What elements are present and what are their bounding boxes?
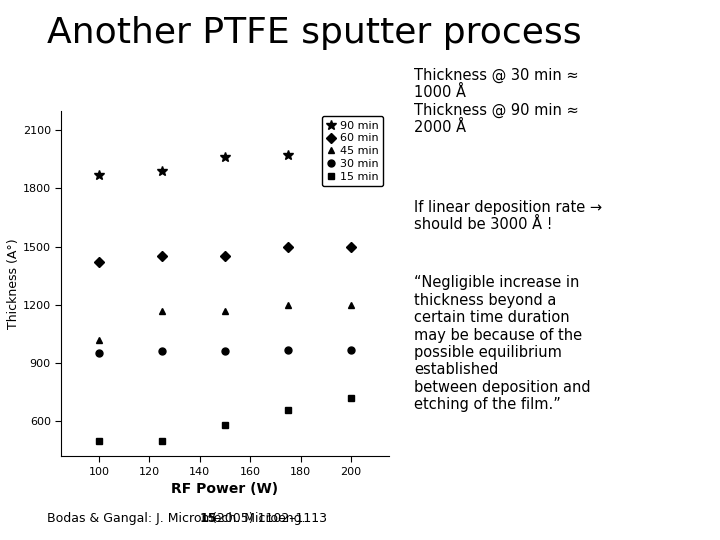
Line: 90 min: 90 min: [94, 125, 356, 180]
Text: 15: 15: [199, 512, 217, 525]
45 min: [95, 336, 104, 343]
Text: “Negligible increase in
thickness beyond a
certain time duration
may be because : “Negligible increase in thickness beyond…: [414, 275, 590, 412]
15 min: [221, 422, 230, 428]
Line: 30 min: 30 min: [96, 346, 354, 357]
Text: Thickness @ 30 min ≈
1000 Å
Thickness @ 90 min ≈
2000 Å: Thickness @ 30 min ≈ 1000 Å Thickness @ …: [414, 68, 579, 135]
15 min: [347, 395, 356, 401]
Legend: 90 min, 60 min, 45 min, 30 min, 15 min: 90 min, 60 min, 45 min, 30 min, 15 min: [323, 116, 383, 186]
15 min: [95, 437, 104, 444]
Text: Bodas & Gangal: J. Micromech. Microeng.: Bodas & Gangal: J. Micromech. Microeng.: [47, 512, 310, 525]
90 min: [284, 152, 292, 159]
Text: (2005) 1102–1113: (2005) 1102–1113: [208, 512, 327, 525]
Line: 15 min: 15 min: [96, 395, 354, 444]
15 min: [284, 407, 292, 413]
Y-axis label: Thickness (A°): Thickness (A°): [7, 238, 20, 329]
Text: If linear deposition rate →
should be 3000 Å !: If linear deposition rate → should be 30…: [414, 200, 602, 232]
30 min: [221, 348, 230, 355]
60 min: [284, 244, 292, 250]
30 min: [158, 348, 166, 355]
X-axis label: RF Power (W): RF Power (W): [171, 482, 279, 496]
Line: 60 min: 60 min: [96, 243, 354, 266]
90 min: [221, 154, 230, 160]
60 min: [95, 259, 104, 265]
45 min: [221, 307, 230, 314]
30 min: [347, 346, 356, 353]
90 min: [95, 172, 104, 178]
60 min: [221, 253, 230, 260]
45 min: [158, 307, 166, 314]
45 min: [284, 302, 292, 308]
45 min: [347, 302, 356, 308]
Text: Another PTFE sputter process: Another PTFE sputter process: [47, 16, 582, 50]
60 min: [158, 253, 166, 260]
30 min: [95, 350, 104, 356]
30 min: [284, 346, 292, 353]
15 min: [158, 437, 166, 444]
60 min: [347, 244, 356, 250]
Line: 45 min: 45 min: [96, 301, 354, 343]
90 min: [158, 167, 166, 174]
90 min: [347, 127, 356, 133]
